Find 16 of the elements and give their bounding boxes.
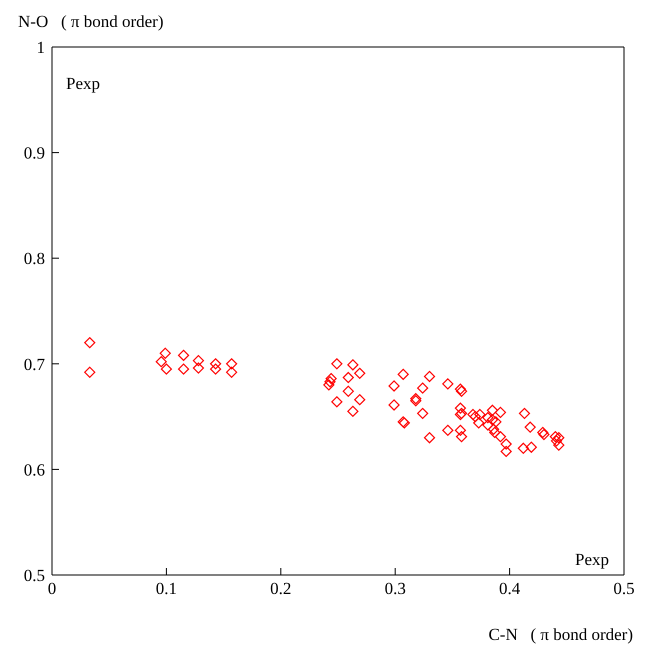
x-tick-label: 0: [48, 579, 56, 598]
y-tick-label: 0.8: [24, 249, 45, 268]
y-tick-label: 0.9: [24, 144, 45, 163]
annotation: Pexp: [575, 550, 609, 570]
x-tick-label: 0.1: [156, 579, 178, 598]
x-tick-label: 0.4: [498, 579, 521, 598]
x-axis-title: C-N ( π bond order): [488, 625, 633, 645]
x-tick-label: 0.3: [384, 579, 406, 598]
y-tick-label: 1: [36, 38, 45, 58]
x-tick-label: 0.2: [270, 579, 292, 598]
y-tick-label: 0.6: [24, 460, 45, 480]
x-tick-label: 0.5: [613, 579, 635, 598]
annotation: Pexp: [66, 74, 100, 94]
y-axis-title: N-O ( π bond order): [18, 12, 164, 32]
y-tick-label: 0.7: [24, 354, 46, 374]
y-tick-label: 0.5: [24, 566, 45, 586]
